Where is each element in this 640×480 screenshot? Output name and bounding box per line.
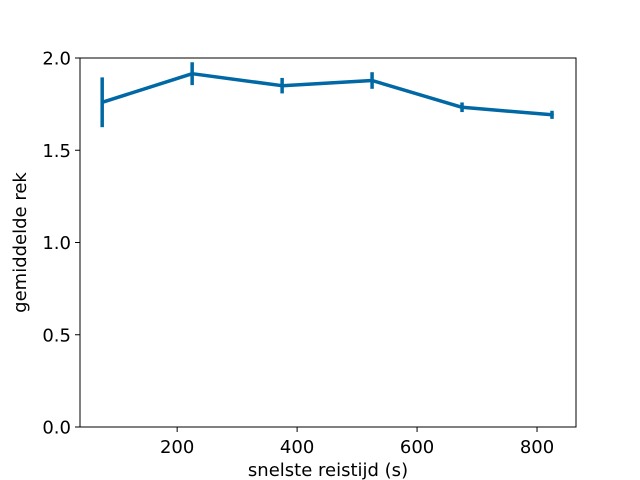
x-tick-label: 600 xyxy=(400,437,434,458)
x-tick-label: 800 xyxy=(520,437,554,458)
x-tick-label: 200 xyxy=(160,437,194,458)
y-tick-label: 1.5 xyxy=(42,141,71,162)
y-axis-label: gemiddelde rek xyxy=(10,172,31,313)
y-tick-label: 0.5 xyxy=(42,325,71,346)
y-tick-label: 1.0 xyxy=(42,233,71,254)
x-axis-label: snelste reistijd (s) xyxy=(248,460,408,480)
series-layer xyxy=(100,62,554,128)
y-tick-label: 2.0 xyxy=(42,49,71,70)
x-tick-label: 400 xyxy=(280,437,314,458)
y-tick-label: 0.0 xyxy=(42,418,71,439)
tick-layer: 200 400 600 800 0.0 0.5 1.0 1.5 2.0 xyxy=(42,49,554,459)
series-line xyxy=(100,71,554,117)
